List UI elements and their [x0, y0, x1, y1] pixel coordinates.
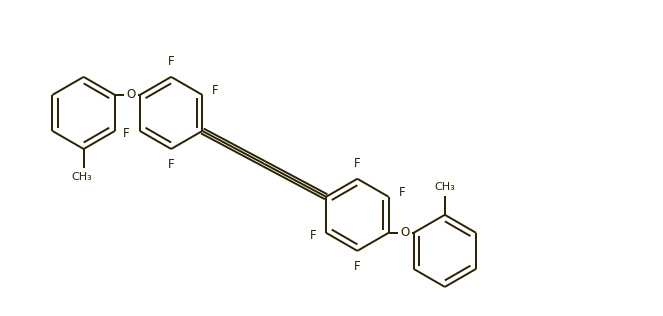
Text: F: F [354, 157, 361, 170]
Text: F: F [212, 84, 219, 97]
Text: F: F [398, 186, 405, 199]
Text: O: O [126, 88, 135, 101]
Text: F: F [354, 260, 361, 273]
Text: F: F [310, 229, 316, 242]
Text: O: O [400, 226, 409, 239]
Text: CH₃: CH₃ [72, 172, 93, 181]
Text: F: F [168, 55, 174, 68]
Text: F: F [123, 127, 130, 140]
Text: CH₃: CH₃ [434, 182, 455, 192]
Text: F: F [168, 158, 174, 171]
